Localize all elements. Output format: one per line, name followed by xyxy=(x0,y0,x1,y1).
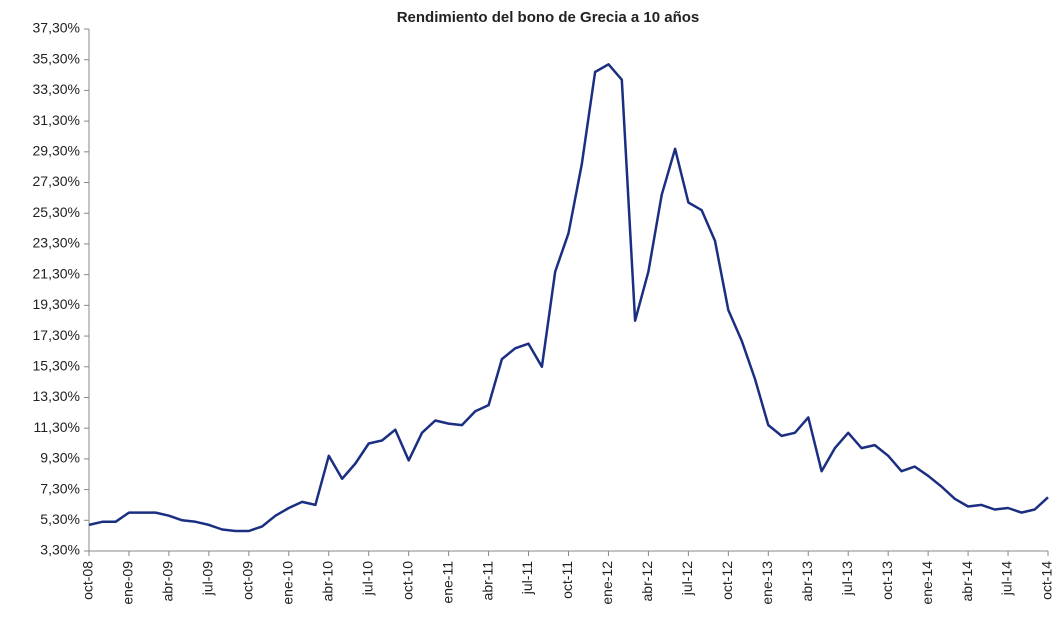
x-tick-label: abr-11 xyxy=(479,561,495,601)
x-tick-label: abr-10 xyxy=(319,561,335,602)
x-tick-label: oct-09 xyxy=(240,561,256,600)
x-tick-label: oct-12 xyxy=(719,561,735,600)
x-tick-label: jul-14 xyxy=(999,561,1015,596)
x-tick-label: oct-10 xyxy=(399,561,415,600)
x-tick-label: oct-13 xyxy=(879,561,895,600)
y-tick-label: 29,30% xyxy=(33,143,80,159)
y-tick-label: 5,30% xyxy=(40,511,80,527)
x-tick-label: jul-10 xyxy=(359,561,375,596)
y-tick-label: 21,30% xyxy=(33,265,80,281)
x-tick-label: jul-12 xyxy=(679,561,695,596)
line-series xyxy=(88,63,1049,533)
x-tick-label: oct-08 xyxy=(80,561,96,600)
y-tick-label: 15,30% xyxy=(33,357,80,373)
y-tick-label: 19,30% xyxy=(33,296,80,312)
x-tick-label: abr-12 xyxy=(639,561,655,602)
y-tick-label: 7,30% xyxy=(40,480,80,496)
y-tick-label: 33,30% xyxy=(33,81,80,97)
x-tick-label: abr-14 xyxy=(959,561,975,602)
x-tick-label: oct-11 xyxy=(559,561,575,599)
y-tick-label: 23,30% xyxy=(33,235,80,251)
y-tick-label: 17,30% xyxy=(33,327,80,343)
x-tick-label: ene-13 xyxy=(759,561,775,605)
chart-title: Rendimiento del bono de Grecia a 10 años xyxy=(397,9,700,26)
x-tick-label: abr-13 xyxy=(799,561,815,602)
x-tick-label: jul-13 xyxy=(839,561,855,596)
x-tick-label: ene-14 xyxy=(919,561,935,605)
y-tick-label: 31,30% xyxy=(33,112,80,128)
y-tick-label: 25,30% xyxy=(33,204,80,220)
y-tick-label: 35,30% xyxy=(33,50,80,66)
x-tick-label: ene-09 xyxy=(120,561,136,605)
x-tick-label: jul-11 xyxy=(519,561,535,595)
y-tick-label: 37,30% xyxy=(33,20,80,36)
x-tick-label: ene-11 xyxy=(439,561,455,604)
y-tick-label: 3,30% xyxy=(40,542,80,558)
y-tick-label: 11,30% xyxy=(34,419,80,435)
x-tick-label: ene-10 xyxy=(279,561,295,605)
x-tick-label: oct-14 xyxy=(1039,561,1055,600)
x-tick-label: abr-09 xyxy=(160,561,176,602)
y-tick-label: 27,30% xyxy=(33,173,80,189)
x-tick-label: ene-12 xyxy=(599,561,615,605)
y-tick-label: 13,30% xyxy=(33,388,80,404)
x-tick-label: jul-09 xyxy=(200,561,216,596)
y-tick-label: 9,30% xyxy=(40,450,80,466)
